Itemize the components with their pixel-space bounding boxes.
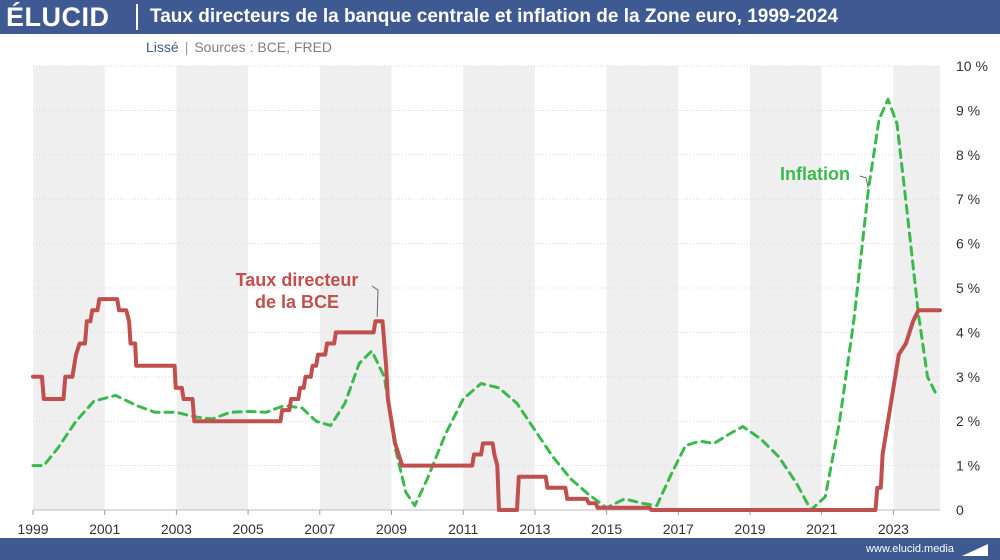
- y-tick-label: 5 %: [956, 280, 980, 296]
- policy-rate-label-line: de la BCE: [255, 292, 339, 312]
- inflation-line: [31, 97, 938, 512]
- y-tick-label: 0: [956, 502, 964, 518]
- y-axis-ticks: 0 1 % 2 % 3 % 4 % 5 % 6 % 7 % 8 % 9 % 10 %: [956, 58, 988, 518]
- x-tick-label: 2011: [448, 521, 478, 537]
- y-tick-label: 9 %: [956, 102, 980, 118]
- line-chart: 1999 2001 2003 2005 2007 2009 2011 2013 2015 2017…: [17, 58, 988, 537]
- x-tick-label: 2009: [376, 521, 407, 537]
- y-tick-label: 3 %: [956, 369, 980, 385]
- background-bands: [33, 66, 940, 510]
- y-tick-label: 4 %: [956, 324, 980, 340]
- policy-rate-leader: [371, 285, 379, 317]
- inflation-leader: [859, 175, 869, 189]
- sources-note: Sources : BCE, FRED: [194, 39, 333, 55]
- background-band: [749, 66, 822, 510]
- x-tick-label: 2001: [89, 521, 120, 537]
- policy-rate-label: Taux directeur de la BCE: [236, 270, 359, 312]
- x-axis-ticks: 1999 2001 2003 2005 2007 2009 2011 2013 2015 2017…: [17, 510, 909, 537]
- brand-mark-icon: [962, 544, 988, 556]
- chart-title: Taux directeurs de la banque centrale et…: [150, 6, 839, 27]
- policy-rate-line: [31, 297, 942, 512]
- y-tick-label: 7 %: [956, 191, 980, 207]
- x-tick-label: 2005: [233, 521, 264, 537]
- y-tick-label: 6 %: [956, 236, 980, 252]
- x-tick-label: 2023: [878, 521, 909, 537]
- footer-bar: www.elucid.media: [0, 538, 1000, 560]
- y-tick-label: 1 %: [956, 458, 980, 474]
- background-band: [319, 66, 392, 510]
- policy-rate-label-line: Taux directeur: [236, 270, 359, 290]
- header-bar: ÉLUCID Taux directeurs de la banque cent…: [0, 0, 1000, 34]
- background-band: [463, 66, 535, 510]
- gridlines: [33, 65, 940, 511]
- x-tick-label: 2019: [734, 521, 765, 537]
- brand-logo: ÉLUCID: [6, 2, 110, 32]
- inflation-label: Inflation: [780, 164, 850, 184]
- x-tick-label: 2003: [161, 521, 192, 537]
- y-tick-label: 2 %: [956, 413, 980, 429]
- x-tick-label: 2021: [806, 521, 837, 537]
- subtitle: Lissé | Sources : BCE, FRED: [146, 38, 332, 56]
- x-tick-label: 2007: [304, 521, 335, 537]
- y-tick-label: 10 %: [956, 58, 988, 74]
- footer-url[interactable]: www.elucid.media: [865, 543, 954, 555]
- subtitle-separator: |: [184, 39, 189, 55]
- x-tick-label: 2013: [519, 521, 550, 537]
- series-lines: [31, 97, 942, 512]
- smoothing-note: Lissé: [146, 39, 179, 55]
- x-tick-label: 2017: [663, 521, 694, 537]
- header-divider: [136, 4, 138, 30]
- x-tick-label: 1999: [17, 521, 48, 537]
- x-tick-label: 2015: [591, 521, 622, 537]
- background-band: [176, 66, 249, 510]
- y-tick-label: 8 %: [956, 147, 980, 163]
- series-labels: Taux directeur de la BCE Inflation: [236, 164, 869, 317]
- background-band: [33, 66, 105, 510]
